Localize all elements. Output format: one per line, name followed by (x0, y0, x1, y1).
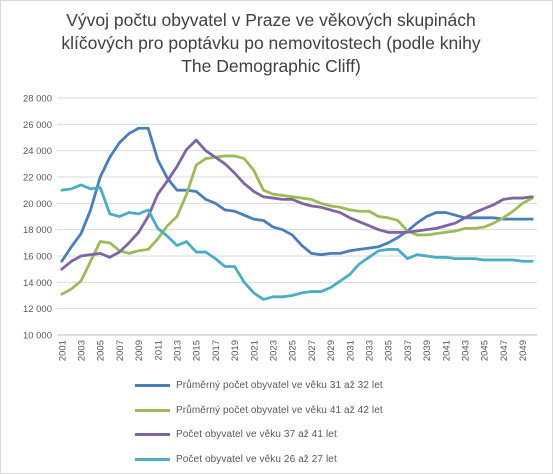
legend-label-series-2: Průměrný počet obyvatel ve věku 41 až 42… (176, 404, 383, 416)
x-tick-label: 2019 (230, 340, 241, 361)
x-tick-label: 2007 (115, 340, 126, 361)
y-tick-label: 14 000 (23, 278, 52, 289)
y-tick-label: 26 000 (23, 120, 52, 131)
x-tick-label: 2025 (288, 340, 299, 361)
x-tick-label: 2037 (403, 340, 414, 361)
legend-item-series-1: Průměrný počet obyvatel ve věku 31 až 32… (135, 373, 383, 398)
x-tick-label: 2029 (326, 340, 337, 361)
x-tick-label: 2035 (384, 340, 395, 361)
x-tick-label: 2033 (365, 340, 376, 361)
x-tick-label: 2021 (249, 340, 260, 361)
x-tick-label: 2023 (269, 340, 280, 361)
y-tick-label: 24 000 (23, 146, 52, 157)
y-tick-label: 22 000 (23, 173, 52, 184)
x-tick-label: 2049 (518, 340, 529, 361)
x-tick-label: 2031 (345, 340, 356, 361)
legend-item-series-3: Počet obyvatel ve věku 37 až 41 let (135, 422, 383, 447)
x-tick-label: 2027 (307, 340, 318, 361)
x-tick-label: 2001 (57, 340, 68, 361)
series-lines (60, 126, 534, 301)
y-tick-label: 20 000 (23, 199, 52, 210)
legend-swatch-series-2 (135, 408, 170, 412)
series-line-1 (60, 126, 534, 263)
chart-title-line-1: Vývoj počtu obyvatel v Praze ve věkových… (66, 10, 476, 30)
line-chart-plot: 10 000 12 000 14 000 16 000 18 000 20 000 22 0… (23, 94, 537, 361)
x-tick-label: 2009 (134, 340, 145, 361)
legend-item-series-4: Počet obyvatel ve věku 26 až 27 let (135, 447, 383, 472)
legend-swatch-series-1 (135, 383, 170, 387)
legend-swatch-series-3 (135, 433, 170, 437)
x-tick-label: 2045 (480, 340, 491, 361)
legend-label-series-3: Počet obyvatel ve věku 37 až 41 let (176, 429, 337, 441)
chart-legend: Průměrný počet obyvatel ve věku 31 až 32… (135, 373, 383, 472)
x-tick-label: 2003 (77, 340, 88, 361)
y-tick-label: 18 000 (23, 225, 52, 236)
legend-label-series-4: Počet obyvatel ve věku 26 až 27 let (176, 453, 337, 465)
x-tick-label: 2043 (461, 340, 472, 361)
legend-label-series-1: Průměrný počet obyvatel ve věku 31 až 32… (176, 379, 383, 391)
x-tick-label: 2011 (153, 340, 164, 360)
legend-swatch-series-4 (135, 457, 170, 461)
chart-title-line-2: klíčových pro poptávku po nemovitostech … (61, 33, 481, 53)
x-tick-label: 2015 (192, 340, 203, 361)
y-tick-label: 16 000 (23, 252, 52, 263)
y-tick-label: 12 000 (23, 304, 52, 315)
x-tick-label: 2041 (441, 340, 452, 361)
axes: 10 000 12 000 14 000 16 000 18 000 20 000 22 0… (23, 94, 537, 361)
series-line-3 (60, 138, 534, 271)
y-tick-label: 28 000 (23, 94, 52, 105)
x-tick-label: 2005 (96, 340, 107, 361)
y-tick-label: 10 000 (23, 331, 52, 342)
series-line-4 (60, 183, 534, 301)
x-tick-label: 2047 (499, 340, 510, 361)
x-tick-label: 2039 (422, 340, 433, 361)
series-line-2 (60, 154, 534, 296)
x-tick-label: 2013 (173, 340, 184, 361)
legend-item-series-2: Průměrný počet obyvatel ve věku 41 až 42… (135, 398, 383, 423)
chart-title-line-3: The Demographic Cliff) (181, 56, 361, 76)
chart-title: Vývoj počtu obyvatel v Praze ve věkových… (31, 9, 511, 78)
x-tick-label: 2017 (211, 340, 222, 361)
